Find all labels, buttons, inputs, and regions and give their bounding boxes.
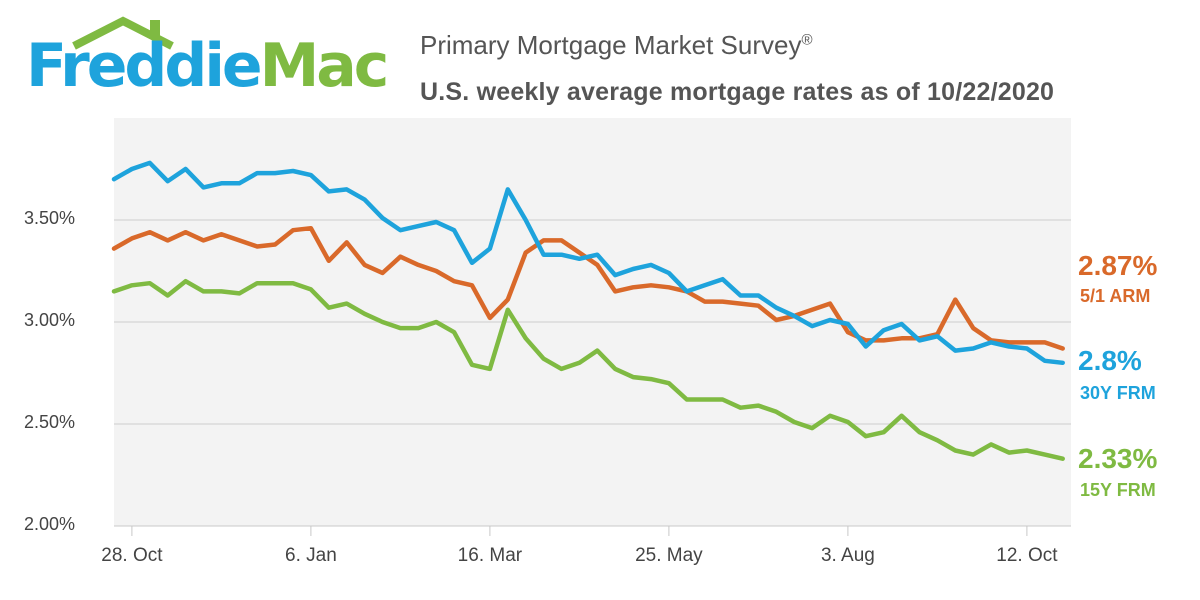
y-tick-label: 2.50%	[24, 412, 76, 432]
freddie-mac-logo: FreddieMac	[26, 16, 389, 106]
x-tick-label: 6. Jan	[285, 545, 337, 566]
x-axis-ticks	[131, 526, 1028, 536]
frm15-last-value: 2.33%	[1078, 443, 1158, 474]
chart-title-text: Primary Mortgage Market Survey	[420, 30, 802, 60]
chart-title: Primary Mortgage Market Survey®	[420, 30, 813, 61]
series-line-frm15	[111, 278, 1065, 461]
frm15-series-name: 15Y FRM	[1080, 480, 1156, 500]
x-tick-label: 16. Mar	[457, 545, 523, 566]
y-tick-label: 2.00%	[24, 514, 76, 534]
x-tick-label: 3. Aug	[820, 545, 875, 566]
registered-mark: ®	[801, 31, 813, 49]
logo-wordmark: FreddieMac	[26, 36, 389, 96]
arm-last-value: 2.87%	[1078, 250, 1158, 281]
frm30-series-name: 30Y FRM	[1080, 383, 1156, 403]
y-tick-label: 3.00%	[24, 310, 76, 330]
series-lines	[111, 160, 1065, 461]
x-tick-label: 12. Oct	[996, 545, 1058, 566]
logo-word-mac: Mac	[259, 31, 390, 101]
arm-series-name: 5/1 ARM	[1080, 286, 1151, 306]
x-tick-label: 28. Oct	[101, 545, 163, 566]
x-tick-label: 25. May	[635, 545, 703, 566]
chart-subtitle: U.S. weekly average mortgage rates as of…	[420, 78, 1055, 106]
house-roof-icon	[72, 16, 174, 50]
frm30-last-value: 2.8%	[1078, 345, 1142, 376]
y-tick-label: 3.50%	[24, 208, 76, 228]
logo-word-freddie: Freddie	[26, 31, 263, 101]
series-line-frm30	[111, 160, 1065, 366]
